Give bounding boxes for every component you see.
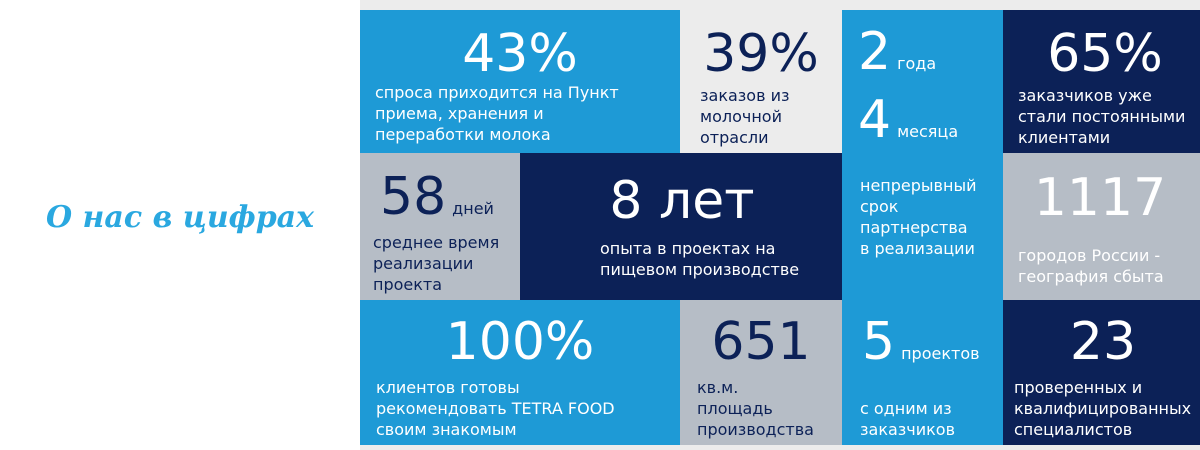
stat-tile: 651 кв.м. площадь производства — [680, 300, 842, 445]
description-line: спроса приходится на Пункт — [375, 83, 619, 102]
stat-description: клиентов готовы рекомендовать TETRA FOOD с… — [376, 377, 615, 440]
stat-number: 100% — [446, 312, 595, 372]
stat-description: спроса приходится на Пункт приема, хранен… — [375, 82, 619, 145]
stat-tile: 2 года 4 месяца непрерывный срок партнерства в … — [842, 10, 1003, 300]
stat-description: кв.м. площадь производства — [697, 377, 814, 440]
stat-value: 2 — [858, 22, 892, 82]
description-line: площадь — [697, 399, 773, 418]
stat-tile: 23 проверенных и квалифицированных специали… — [1003, 300, 1200, 445]
stat-unit: месяца — [897, 122, 959, 141]
stat-value: 651 — [711, 312, 811, 372]
stat-number: 43% — [462, 24, 578, 84]
description-line: проверенных и — [1014, 378, 1143, 397]
description-line: реализации — [373, 254, 474, 273]
stat-value: 39% — [703, 24, 819, 84]
stat-number: 1117 — [1034, 168, 1166, 228]
stat-number: 39% — [703, 24, 819, 84]
description-line: география сбыта — [1018, 267, 1164, 286]
stat-tile: 5 проектов с одним из заказчиков — [842, 300, 1003, 445]
stat-value: 23 — [1069, 312, 1137, 372]
description-line: партнерства — [860, 218, 968, 237]
stat-value: 5 — [862, 312, 896, 372]
description-line: своим знакомым — [376, 420, 517, 439]
description-line: заказчиков уже — [1018, 86, 1152, 105]
description-line: заказов из — [700, 86, 790, 105]
description-line: переработки молока — [375, 125, 551, 144]
description-line: непрерывный — [860, 176, 977, 195]
stat-number: 2 года — [858, 22, 936, 82]
description-line: производства — [697, 420, 814, 439]
stat-number: 8 лет — [609, 171, 754, 231]
stat-description: непрерывный срок партнерства в реализации — [860, 175, 976, 259]
stat-number: 65% — [1047, 24, 1163, 84]
description-line: клиентами — [1018, 128, 1111, 147]
stat-value: 4 — [858, 90, 892, 150]
stat-value: 100% — [445, 312, 595, 372]
description-line: пищевом производстве — [600, 260, 800, 279]
stat-number: 5 проектов — [862, 312, 980, 372]
stat-description: заказов из молочной отрасли — [700, 85, 790, 148]
stat-value: 1117 — [1033, 168, 1167, 228]
stat-tile: 1117 городов России - география сбыта — [1003, 153, 1200, 300]
description-line: заказчиков — [860, 420, 956, 439]
description-line: клиентов готовы — [376, 378, 520, 397]
stat-unit: дней — [452, 199, 494, 218]
stat-description: заказчиков уже стали постоянными клиентами — [1018, 85, 1185, 148]
description-line: проекта — [373, 275, 443, 294]
description-line: отрасли — [700, 128, 769, 147]
description-line: кв.м. — [697, 378, 739, 397]
description-line: с одним из — [860, 399, 952, 418]
stat-value: 43% — [462, 24, 578, 84]
description-line: срок — [860, 197, 899, 216]
description-line: опыта в проектах на — [600, 239, 776, 258]
stat-tile: 8 лет опыта в проектах на пищевом производ… — [520, 153, 842, 300]
stat-number: 23 — [1070, 312, 1136, 372]
stat-description: городов России - география сбыта — [1018, 245, 1164, 287]
description-line: квалифицированных — [1014, 399, 1192, 418]
stat-description: проверенных и квалифицированных специалист… — [1014, 377, 1191, 440]
stat-unit: года — [897, 54, 937, 73]
page-title: О нас в цифрах — [45, 200, 314, 235]
stat-unit: проектов — [901, 344, 980, 363]
stat-value: 8 лет — [609, 171, 755, 231]
stat-tile: 43% спроса приходится на Пункт приема, хра… — [360, 10, 680, 153]
stat-value: 65% — [1047, 24, 1163, 84]
description-line: специалистов — [1014, 420, 1133, 439]
description-line: молочной — [700, 107, 782, 126]
stat-tile: 39% заказов из молочной отрасли — [680, 10, 842, 153]
stat-value: 58 — [380, 167, 447, 227]
description-line: среднее время — [373, 233, 500, 252]
stat-tile: 100% клиентов готовы рекомендовать TETRA F… — [360, 300, 680, 445]
description-line: рекомендовать TETRA FOOD — [376, 399, 615, 418]
stat-number: 651 — [711, 312, 810, 372]
description-line: городов России - — [1018, 246, 1161, 265]
stat-tile: 65% заказчиков уже стали постоянными клиент… — [1003, 10, 1200, 153]
stat-description: опыта в проектах на пищевом производстве — [600, 238, 799, 280]
stat-description: среднее время реализации проекта — [373, 232, 499, 295]
description-line: приема, хранения и — [375, 104, 544, 123]
stat-description: с одним из заказчиков — [860, 398, 955, 440]
stat-tile: 58 дней среднее время реализации проекта — [360, 153, 520, 300]
description-line: в реализации — [860, 239, 975, 258]
stat-number: 58 дней — [380, 167, 494, 227]
description-line: стали постоянными — [1018, 107, 1186, 126]
stat-number: 4 месяца — [858, 90, 958, 150]
